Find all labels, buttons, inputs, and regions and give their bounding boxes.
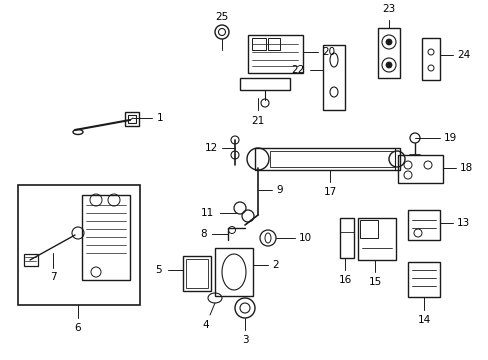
Bar [407, 262, 439, 297]
Text: 2: 2 [271, 260, 278, 270]
Bar [24, 254, 38, 266]
Bar [357, 218, 395, 260]
Text: 20: 20 [321, 47, 334, 57]
Text: 1: 1 [157, 113, 163, 123]
Text: 18: 18 [459, 163, 472, 173]
Bar [377, 28, 399, 78]
Bar [421, 38, 439, 80]
Text: 14: 14 [417, 315, 430, 325]
Text: 3: 3 [241, 335, 248, 345]
Bar [407, 210, 439, 240]
Text: 8: 8 [200, 229, 206, 239]
Circle shape [385, 39, 391, 45]
Bar [185, 259, 207, 288]
Bar [215, 248, 252, 296]
Text: 7: 7 [50, 272, 56, 282]
Bar [240, 78, 289, 90]
Bar [247, 35, 303, 73]
Bar [125, 112, 139, 126]
Bar [269, 151, 394, 167]
Text: 23: 23 [382, 4, 395, 14]
Text: 4: 4 [202, 320, 209, 330]
Text: 13: 13 [456, 218, 469, 228]
Text: 6: 6 [75, 323, 81, 333]
Text: 16: 16 [338, 275, 351, 285]
Text: 11: 11 [201, 208, 214, 218]
Bar [397, 155, 442, 183]
Text: 17: 17 [323, 187, 336, 197]
Bar [267, 38, 280, 50]
Text: 21: 21 [251, 116, 264, 126]
Text: 15: 15 [367, 277, 381, 287]
Bar [359, 220, 377, 238]
Bar [254, 148, 399, 170]
Text: 12: 12 [204, 143, 218, 153]
Text: 22: 22 [291, 65, 305, 75]
Text: 10: 10 [298, 233, 311, 243]
Bar [251, 38, 265, 50]
Text: 24: 24 [456, 50, 469, 60]
Bar [18, 185, 140, 305]
Text: 9: 9 [275, 185, 282, 195]
Text: 25: 25 [215, 12, 228, 22]
Bar [339, 218, 353, 258]
Bar [323, 45, 345, 110]
Text: 5: 5 [155, 265, 162, 275]
Text: 19: 19 [443, 133, 456, 143]
Circle shape [385, 62, 391, 68]
Bar [183, 256, 210, 291]
Bar [128, 115, 136, 123]
Bar [82, 195, 130, 280]
